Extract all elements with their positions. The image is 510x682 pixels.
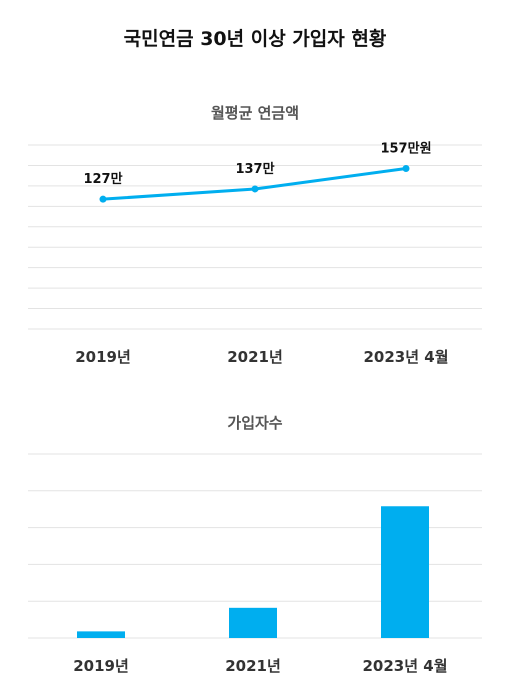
bar-1 <box>77 631 125 638</box>
bar-x-tick-label: 2019년 <box>73 657 129 675</box>
bar-x-tick-label: 2021년 <box>225 657 281 675</box>
line-point-1 <box>99 195 107 203</box>
line-x-tick-label: 2023년 4월 <box>363 348 448 366</box>
line-x-tick-label: 2019년 <box>75 348 131 366</box>
line-data-label-2: 137만 <box>235 161 274 177</box>
bar-chart-panel: 가입자수 2019년 2021년 2023년 4월 <box>28 414 482 675</box>
bar-3 <box>381 506 429 638</box>
bar-x-tick-label: 2023년 4월 <box>362 657 447 675</box>
page-title: 국민연금 30년 이상 가입자 현황 <box>123 28 387 50</box>
bar-2 <box>229 607 277 638</box>
line-chart-title: 월평균 연금액 <box>211 104 299 122</box>
bar-chart-title: 가입자수 <box>227 414 282 432</box>
line-chart-panel: 월평균 연금액 127만 137만 157만원 2019년 2021년 2023년 4월 <box>28 104 482 366</box>
line-point-2 <box>251 185 259 193</box>
line-data-label-3: 157만원 <box>380 141 431 157</box>
line-data-label-1: 127만 <box>83 171 122 187</box>
line-point-3 <box>402 165 410 173</box>
line-x-tick-label: 2021년 <box>227 348 283 366</box>
